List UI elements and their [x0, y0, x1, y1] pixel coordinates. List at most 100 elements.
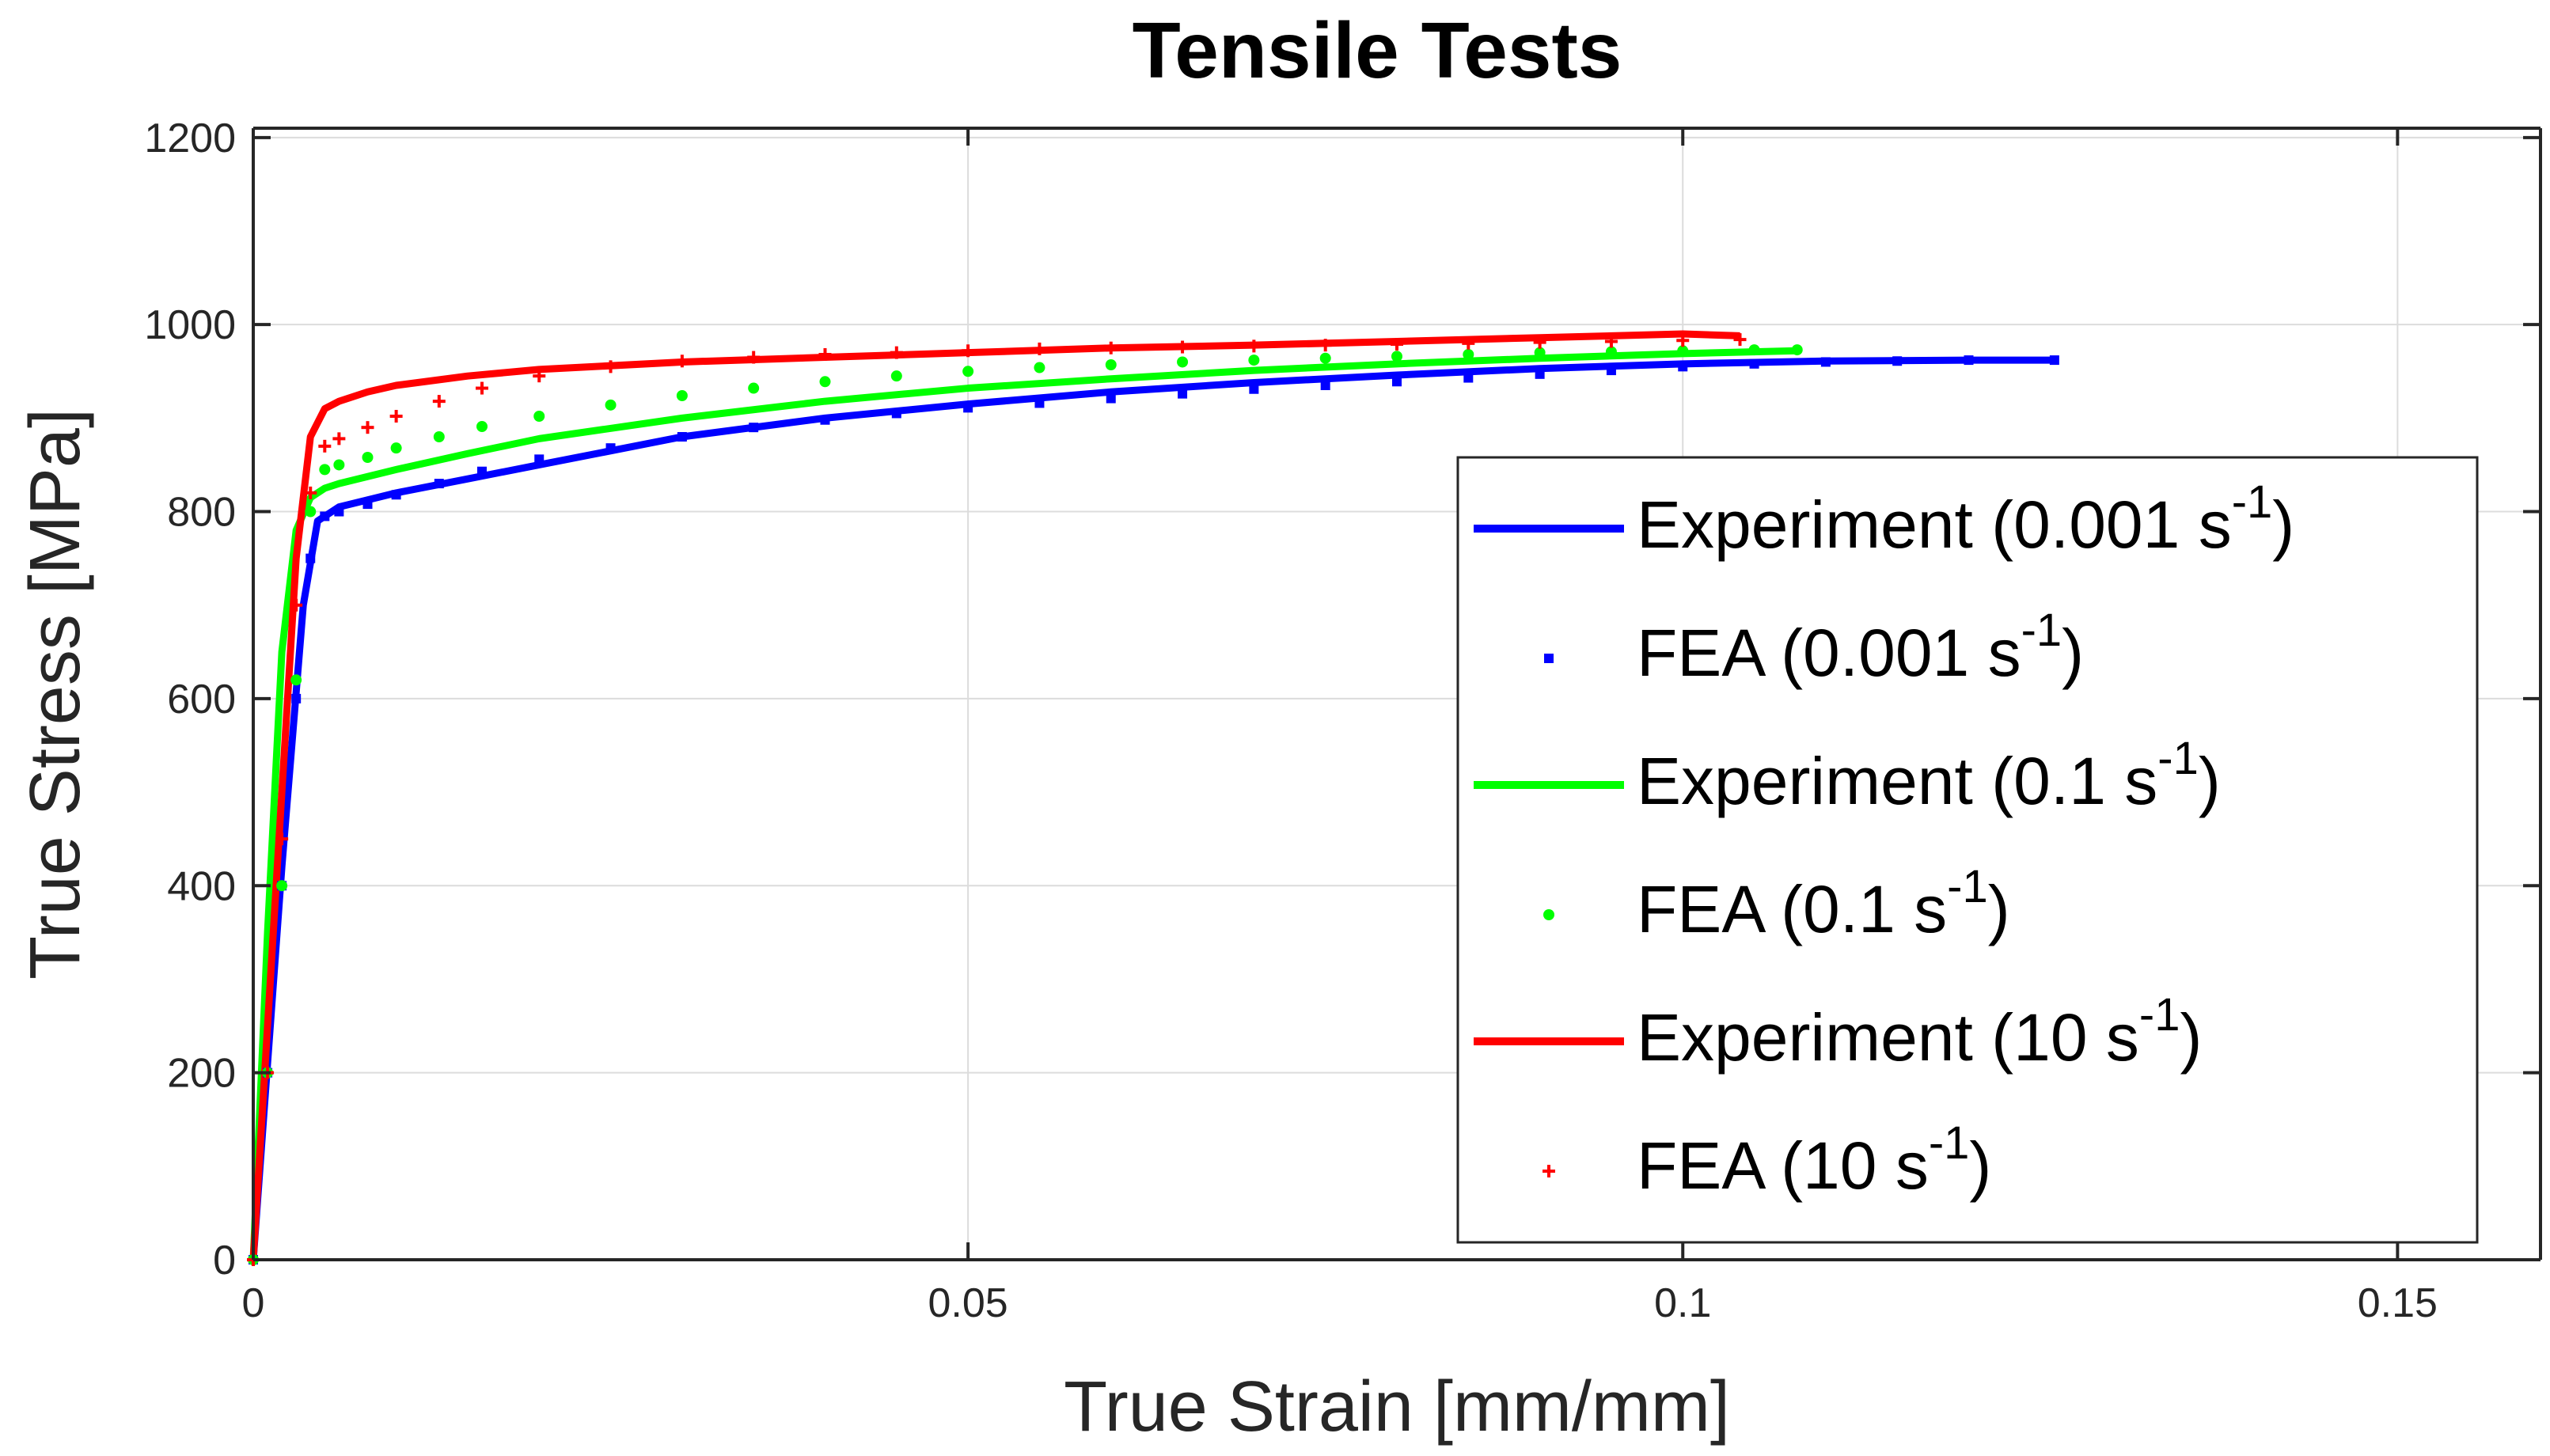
data-point	[1678, 362, 1688, 372]
data-point	[818, 348, 832, 361]
x-axis-label: True Strain [mm/mm]	[1064, 1367, 1730, 1447]
legend-label: FEA (0.001 s-1)	[1637, 605, 2084, 690]
data-point	[1534, 347, 1546, 358]
data-point	[820, 415, 830, 425]
y-tick-label: 600	[167, 677, 236, 722]
data-point	[432, 395, 446, 408]
data-point	[1247, 339, 1261, 353]
data-point	[361, 421, 374, 434]
series-layer	[247, 330, 2059, 1266]
legend-label: Experiment (0.001 s-1)	[1637, 476, 2294, 562]
data-point	[748, 382, 760, 394]
data-point	[1105, 359, 1117, 370]
data-point	[605, 399, 617, 411]
legend-label: FEA (10 s-1)	[1637, 1117, 1991, 1203]
data-point	[391, 490, 401, 500]
data-point	[963, 403, 973, 413]
data-point	[291, 693, 302, 703]
series-markers-3	[248, 344, 1803, 1265]
legend: Experiment (0.001 s-1) FEA (0.001 s-1) Exp…	[1456, 456, 2479, 1244]
y-tick-label: 1200	[144, 116, 236, 161]
data-point	[477, 466, 487, 476]
y-tick-label: 800	[167, 490, 236, 536]
data-point	[1606, 366, 1616, 376]
y-tick-label: 0	[213, 1238, 236, 1283]
data-point	[891, 408, 901, 419]
data-point	[1319, 339, 1332, 352]
data-point	[318, 439, 332, 453]
data-point	[1535, 369, 1545, 379]
legend-swatch	[1544, 654, 1554, 663]
data-point	[433, 431, 445, 442]
data-point	[334, 506, 344, 517]
data-point	[1177, 356, 1189, 368]
x-tick-label: 0.1	[1654, 1280, 1711, 1326]
legend-item-0: Experiment (0.001 s-1)	[1474, 476, 2294, 562]
data-point	[749, 423, 759, 433]
data-point	[1249, 384, 1259, 394]
data-point	[305, 553, 316, 563]
data-point	[677, 432, 687, 442]
data-point	[434, 479, 444, 489]
data-point	[1463, 349, 1474, 360]
data-point	[476, 421, 488, 432]
data-point	[534, 454, 545, 464]
data-point	[890, 346, 903, 359]
data-point	[1892, 356, 1903, 366]
data-point	[1820, 357, 1831, 367]
data-point	[1320, 381, 1330, 390]
data-point	[1178, 389, 1188, 399]
series-markers-5	[247, 333, 1747, 1266]
data-point	[1749, 358, 1759, 369]
data-point	[275, 832, 289, 846]
legend-item-1: FEA (0.001 s-1)	[1544, 605, 2084, 690]
data-point	[1104, 341, 1118, 355]
data-point	[1604, 335, 1618, 348]
axis-ticks: 0 0.05 0.1 0.15 0 200 400 600 800 1000 1200	[144, 116, 2541, 1326]
data-point	[1533, 336, 1546, 349]
data-point	[320, 511, 330, 521]
data-point	[304, 486, 317, 499]
data-point	[305, 506, 317, 518]
data-point	[319, 464, 331, 476]
legend-label: Experiment (0.1 s-1)	[1637, 733, 2221, 818]
data-point	[333, 459, 345, 471]
x-tick-label: 0.05	[928, 1280, 1008, 1326]
legend-label: FEA (0.1 s-1)	[1637, 861, 2010, 946]
data-point	[1462, 336, 1475, 350]
data-point	[890, 370, 902, 382]
data-point	[1392, 377, 1402, 387]
y-tick-label: 400	[167, 863, 236, 909]
data-point	[747, 351, 761, 364]
legend-box	[1456, 456, 2479, 1244]
legend-swatch	[1543, 1165, 1555, 1177]
chart-title: Tensile Tests	[1133, 6, 1622, 95]
legend-item-2: Experiment (0.1 s-1)	[1474, 733, 2221, 818]
data-point	[290, 598, 303, 612]
data-point	[2049, 355, 2059, 366]
data-point	[332, 432, 346, 446]
legend-item-5: FEA (10 s-1)	[1543, 1117, 1991, 1203]
data-point	[1033, 342, 1046, 355]
data-point	[676, 390, 688, 401]
data-point	[819, 376, 831, 388]
data-point	[1034, 398, 1045, 408]
data-point	[389, 410, 403, 423]
y-tick-label: 1000	[144, 302, 236, 348]
data-point	[290, 674, 302, 686]
legend-item-3: FEA (0.1 s-1)	[1543, 861, 2010, 946]
legend-swatch	[1543, 909, 1554, 920]
data-point	[533, 411, 545, 422]
data-point	[390, 442, 402, 454]
data-point	[1106, 393, 1116, 404]
data-point	[362, 499, 373, 510]
data-point	[1964, 355, 1974, 366]
data-point	[962, 344, 975, 358]
series-line-4	[249, 330, 1740, 1261]
data-point	[1391, 351, 1402, 362]
legend-label: Experiment (10 s-1)	[1637, 989, 2202, 1075]
data-point	[1463, 373, 1474, 383]
data-point	[1319, 352, 1331, 364]
data-point	[962, 366, 974, 377]
